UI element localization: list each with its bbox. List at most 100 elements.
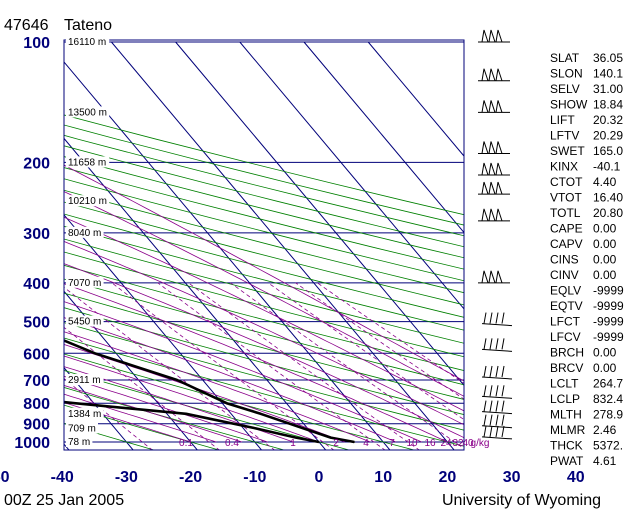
barb-feather [501,312,505,324]
wind-barb [481,312,513,327]
dewpoint-point [295,436,297,439]
temperature-point [17,321,19,323]
barb-feather [489,338,493,350]
isotherm [64,290,198,450]
height-label-text: 10210 m [68,196,107,207]
dewpoint-point [73,402,76,405]
moist-adiabat [64,263,464,439]
index-value-kinx: -40.1 [593,160,621,174]
index-name-swet: SWET [550,144,585,158]
barb-flag [495,181,503,195]
barb-feather [489,365,493,378]
mixing-ratio-label: 16 [424,438,436,449]
isotherm [64,366,134,450]
height-label-bg [66,36,110,47]
dry-adiabat [64,278,464,386]
index-value-lfct: -9999 [593,315,624,329]
pressure-tick-400: 400 [23,276,50,293]
index-value-ctot: 4.40 [593,175,617,189]
barb-flag [488,208,496,222]
mixing-ratio-line [295,282,464,400]
height-label-text: 5450 m [68,317,101,328]
index-value-lftv: 20.29 [593,129,623,143]
station-id: 47646 [4,17,49,34]
wind-barb [481,385,513,399]
barb-flag [495,270,503,283]
height-label-bg [66,226,104,238]
height-label-bg [66,436,93,447]
barb-feather [501,338,505,350]
barb-flag [488,270,496,283]
height-label-text: 11658 m [68,157,106,168]
index-value-eqlv: -9999 [593,284,624,298]
isotherm [367,41,464,157]
index-name-cins: CINS [550,253,579,267]
barb-flag [488,68,496,81]
barb-flag [481,68,489,81]
index-name-lclp: LCLP [550,392,580,406]
barb-feather [495,312,499,324]
barb-staff [481,376,513,380]
height-label-text: 78 m [68,437,90,448]
moist-adiabat [64,375,268,443]
index-name-pwat: PWAT [550,454,584,468]
temperature-tick: 30 [503,469,521,486]
height-label: 78 m [66,436,93,448]
index-value-lfcv: -9999 [593,330,624,344]
dewpoint-profile [64,400,320,444]
height-label-text: 7070 m [68,278,101,289]
pressure-tick-100: 100 [23,35,50,52]
index-value-cape: 0.00 [593,222,617,236]
moist-adiabat [64,283,448,443]
index-value-thck: 5372. [593,439,623,453]
isotherm [0,42,5,450]
isotherm [64,137,327,450]
isotherm [111,41,455,450]
dry-adiabat [64,134,464,237]
height-label: 11658 m [66,156,110,168]
temperature-point [329,436,332,439]
index-name-cape: CAPE [550,222,583,236]
index-name-thck: THCK [550,439,583,453]
height-label: 10210 m [66,195,110,207]
temperature-point [353,441,356,443]
barb-flag [495,141,503,154]
isotherm [303,41,464,234]
barb-feather [483,425,487,437]
barb-feather [501,414,505,426]
height-label: 709 m [66,422,98,434]
dewpoint-point [255,427,258,430]
index-name-show: SHOW [550,98,588,112]
mixing-ratio-line [230,282,464,449]
height-label-bg [66,407,104,419]
pressure-tick-500: 500 [23,315,50,332]
dry-adiabat [64,225,464,331]
temperature-tick: -10 [243,469,266,486]
sounding-profiles [17,321,356,444]
index-value-show: 18.84 [593,98,623,112]
height-label-bg [66,195,110,207]
height-label-bg [66,315,104,327]
temperature-tick: -30 [115,469,138,486]
index-value-capv: 0.00 [593,237,617,251]
dry-adiabat [64,189,464,294]
index-name-mlmr: MLMR [550,423,586,437]
index-value-slon: 140.1 [593,67,623,81]
isotherm [175,41,464,387]
observation-time: 00Z 25 Jan 2005 [4,492,124,509]
mixing-ratio-line [267,282,464,421]
index-name-lftv: LFTV [550,129,579,143]
barb-staff [481,348,513,352]
dry-adiabat [64,353,416,450]
barb-staff [481,436,513,440]
dry-adiabat [64,292,464,400]
index-value-slat: 36.05 [593,51,623,65]
barb-flag [481,29,489,43]
height-label-bg [66,374,104,386]
dry-adiabat [64,145,464,248]
moist-adiabat [64,402,191,443]
mixing-ratio-label: 1 [290,438,296,449]
index-name-brcv: BRCV [550,361,583,375]
dry-adiabat [64,370,351,450]
